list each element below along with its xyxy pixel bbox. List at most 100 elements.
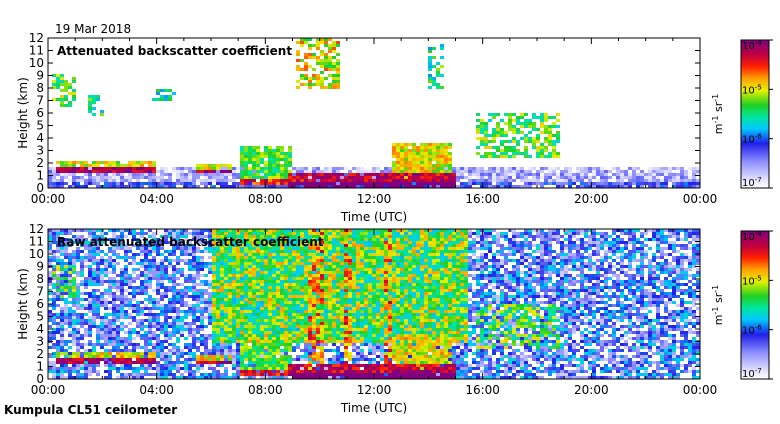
heatmap-cell [208,262,212,265]
heatmap-cell [264,173,268,176]
heatmap-cell [100,322,104,325]
heatmap-cell [96,310,100,313]
heatmap-cell [296,322,300,325]
heatmap-cell [460,173,464,176]
heatmap-cell [156,179,160,182]
heatmap-cell [408,158,412,161]
heatmap-cell [232,289,236,292]
heatmap-cell [448,158,452,161]
heatmap-cell [464,170,468,173]
heatmap-cell [96,289,100,292]
heatmap-cell [228,277,232,280]
heatmap-cell [524,119,528,122]
heatmap-cell [336,358,340,361]
heatmap-cell [324,316,328,319]
heatmap-cell [636,179,640,182]
heatmap-cell [672,176,676,179]
heatmap-cell [592,167,596,170]
heatmap-cell [112,328,116,331]
heatmap-cell [332,262,336,265]
heatmap-cell [560,176,564,179]
heatmap-cell [148,316,152,319]
heatmap-cell [672,182,676,185]
heatmap-cell [428,182,432,185]
heatmap-cell [128,364,132,367]
heatmap-cell [132,253,136,256]
heatmap-cell [76,298,80,301]
heatmap-cell [104,274,108,277]
heatmap-cell [504,140,508,143]
heatmap-cell [136,173,140,176]
heatmap-cell [152,268,156,271]
heatmap-cell [516,143,520,146]
heatmap-cell [308,262,312,265]
y-tick-label: 3 [36,144,44,158]
heatmap-cell [240,328,244,331]
heatmap-cell [648,173,652,176]
heatmap-cell [64,283,68,286]
heatmap-cell [100,170,104,173]
heatmap-cell [332,295,336,298]
heatmap-cell [400,173,404,176]
heatmap-cell [236,364,240,367]
heatmap-cell [412,152,416,155]
heatmap-cell [628,167,632,170]
heatmap-cell [108,334,112,337]
heatmap-cell [196,328,200,331]
heatmap-cell [216,355,220,358]
heatmap-cell [160,176,164,179]
heatmap-cell [120,343,124,346]
heatmap-cell [300,277,304,280]
heatmap-cell [344,253,348,256]
heatmap-cell [508,119,512,122]
heatmap-cell [256,155,260,158]
heatmap-cell [292,167,296,170]
heatmap-cell [56,322,60,325]
heatmap-cell [60,104,64,107]
heatmap-cell [264,167,268,170]
heatmap-cell [104,325,108,328]
heatmap-cell [156,346,160,349]
heatmap-cell [404,158,408,161]
heatmap-cell [60,253,64,256]
heatmap-cell [132,352,136,355]
heatmap-cell [256,250,260,253]
heatmap-cell [472,170,476,173]
heatmap-cell [160,173,164,176]
heatmap-cell [272,316,276,319]
heatmap-cell [96,355,100,358]
heatmap-cell [260,349,264,352]
heatmap-cell [332,301,336,304]
heatmap-cell [204,179,208,182]
heatmap-cell [544,125,548,128]
heatmap-cell [492,140,496,143]
heatmap-cell [264,367,268,370]
heatmap-cell [160,182,164,185]
heatmap-cell [524,134,528,137]
heatmap-cell [492,173,496,176]
heatmap-cell [68,173,72,176]
heatmap-cell [220,277,224,280]
heatmap-cell [584,176,588,179]
heatmap-cell [92,358,96,361]
heatmap-cell [184,310,188,313]
heatmap-cell [492,179,496,182]
heatmap-cell [432,77,436,80]
heatmap-cell [252,256,256,259]
heatmap-cell [588,179,592,182]
heatmap-cell [484,128,488,131]
heatmap-cell [96,277,100,280]
heatmap-cell [332,307,336,310]
heatmap-cell [644,176,648,179]
heatmap-cell [292,176,296,179]
heatmap-cell [272,313,276,316]
heatmap-cell [556,176,560,179]
heatmap-cell [352,173,356,176]
heatmap-cell [200,268,204,271]
heatmap-cell [328,331,332,334]
heatmap-cell [252,280,256,283]
heatmap-cell [316,44,320,47]
heatmap-cell [72,355,76,358]
heatmap-cell [240,271,244,274]
heatmap-cell [312,310,316,313]
